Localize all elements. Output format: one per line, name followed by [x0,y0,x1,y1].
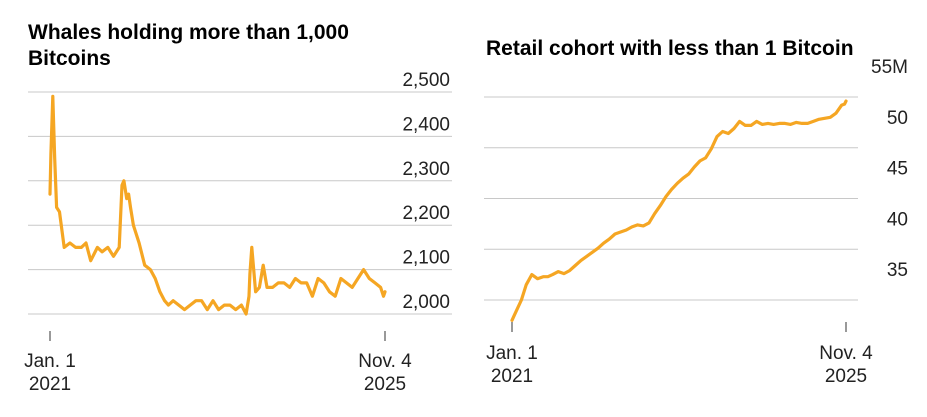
retail-xtick-label-0-line2: 2021 [491,366,533,387]
whales-series-line-0 [48,94,387,316]
retail-ytick-label-1: 50 [887,108,908,129]
whales-xtick-label-0-line1: Jan. 1 [24,351,76,372]
whales-ytick-label-0: 2,500 [402,70,450,91]
chart-title-retail: Retail cohort with less than 1 Bitcoin [486,37,854,60]
retail-xtick-label-0-line1: Jan. 1 [486,343,538,364]
whales-ytick-label-5: 2,000 [402,292,450,313]
chart-title-whales: Whales holding more than 1,000 Bitcoins [28,21,349,70]
retail-ytick-label-0: 55M [871,57,908,78]
whales-xtick-label-1-line2: 2025 [364,374,406,395]
retail-xtick-label-1-line2: 2025 [825,366,867,387]
whales-xtick-label-0-line2: 2021 [29,374,71,395]
whales-ytick-label-4: 2,100 [402,248,450,269]
retail-series-line-0 [510,99,848,322]
whales-xtick-label-1-line1: Nov. 4 [358,351,412,372]
retail-xtick-label-1-line1: Nov. 4 [819,343,873,364]
whales-ytick-label-2: 2,300 [402,159,450,180]
whales-ytick-label-1: 2,400 [402,114,450,135]
retail-ytick-label-3: 40 [887,209,908,230]
retail-ytick-label-2: 45 [887,159,908,180]
whales-ytick-label-3: 2,200 [402,203,450,224]
retail-ytick-label-4: 35 [887,260,908,281]
